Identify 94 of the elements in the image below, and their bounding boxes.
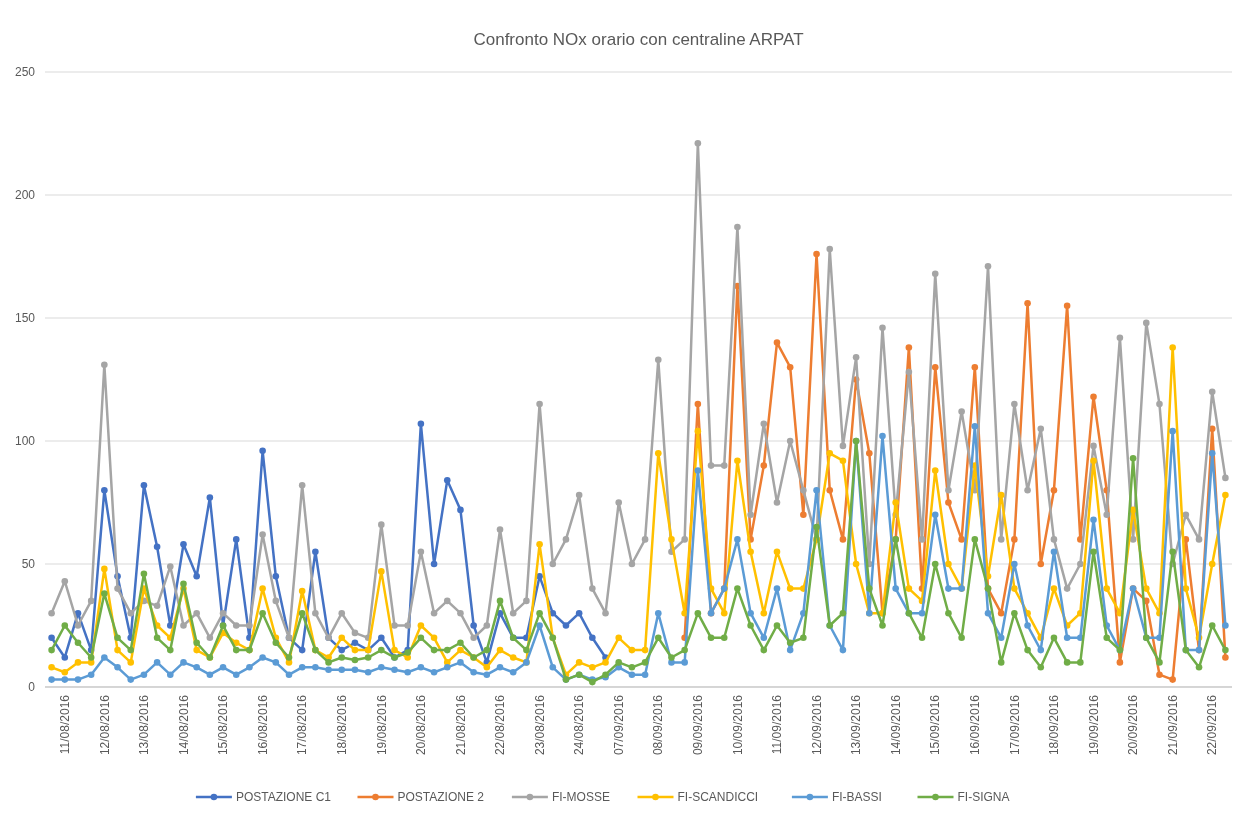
point — [1024, 299, 1031, 307]
point — [1011, 536, 1018, 543]
point — [443, 477, 451, 484]
point — [61, 654, 69, 661]
x-tick-label: 20/09/2016 — [1126, 694, 1141, 756]
x-tick-label: 19/08/2016 — [374, 694, 389, 756]
point — [1037, 560, 1045, 568]
point — [575, 609, 583, 617]
x-tick-label: 12/08/2016 — [97, 694, 112, 756]
y-tick-label: 100 — [14, 434, 36, 449]
point — [338, 646, 346, 654]
x-tick-label: 15/08/2016 — [216, 694, 231, 756]
x-tick-label: 24/08/2016 — [572, 694, 587, 756]
point — [101, 486, 108, 494]
point — [1156, 671, 1163, 678]
point — [378, 634, 385, 642]
point — [931, 363, 939, 371]
x-tick-label: 18/09/2016 — [1047, 694, 1062, 756]
point — [1063, 302, 1071, 309]
point — [589, 634, 596, 642]
point — [74, 609, 82, 617]
x-tick-label: 08/09/2016 — [651, 694, 666, 756]
point — [1222, 654, 1229, 661]
point — [760, 462, 768, 469]
point — [1169, 676, 1176, 683]
x-tick-label: 13/08/2016 — [137, 694, 152, 756]
point — [1050, 486, 1058, 494]
x-tick-label: 11/09/2016 — [770, 694, 785, 755]
x-tick-label: 12/09/2016 — [809, 694, 824, 756]
legend-label: POSTAZIONE C1 — [235, 790, 332, 805]
point — [800, 511, 807, 519]
point — [232, 536, 240, 543]
x-tick-label: 11/08/2016 — [57, 694, 72, 755]
x-tick-label: 09/09/2016 — [691, 694, 706, 756]
x-tick-label: 10/09/2016 — [730, 694, 745, 756]
x-tick-label: 17/09/2016 — [1007, 694, 1022, 756]
point — [945, 499, 952, 506]
point — [839, 536, 847, 543]
point — [312, 548, 319, 555]
x-tick-label: 07/09/2016 — [611, 694, 626, 756]
y-tick-label: 200 — [14, 188, 36, 203]
x-tick-label: 20/08/2016 — [414, 694, 429, 756]
point — [562, 622, 570, 629]
point — [786, 363, 794, 371]
y-tick-label: 0 — [28, 680, 36, 695]
x-tick-label: 17/08/2016 — [295, 694, 310, 756]
point — [272, 573, 280, 580]
x-tick-label: 23/08/2016 — [532, 694, 547, 756]
x-tick-label: 21/09/2016 — [1165, 694, 1180, 756]
y-tick-label: 250 — [14, 65, 36, 80]
x-tick-label: 16/08/2016 — [255, 694, 270, 756]
y-tick-label: 50 — [21, 557, 36, 572]
point — [536, 573, 543, 580]
point — [206, 494, 214, 501]
point — [457, 506, 464, 514]
point — [417, 420, 425, 428]
point — [971, 363, 979, 371]
point — [958, 536, 965, 543]
point — [153, 543, 161, 551]
point — [826, 486, 834, 494]
point — [193, 573, 200, 580]
x-tick-label: 14/09/2016 — [888, 694, 903, 756]
x-tick-label: 15/09/2016 — [928, 694, 943, 756]
legend-label: POSTAZIONE 2 — [397, 790, 485, 805]
point — [351, 639, 359, 647]
point — [48, 634, 55, 642]
point — [259, 447, 266, 455]
point — [430, 560, 438, 568]
legend-label: FI-SIGNA — [957, 790, 1010, 805]
legend-label: FI-BASSI — [831, 790, 882, 805]
legend-label: FI-SCANDICCI — [677, 790, 759, 805]
chart-title: Confronto NOx orario con centraline ARPAT — [473, 30, 804, 49]
point — [470, 622, 477, 629]
point — [1116, 659, 1124, 666]
x-tick-label: 18/08/2016 — [334, 694, 349, 756]
point — [866, 450, 873, 457]
x-tick-label: 22/09/2016 — [1205, 694, 1220, 756]
x-tick-label: 22/08/2016 — [493, 694, 508, 756]
point — [140, 481, 148, 489]
y-tick-label: 150 — [14, 311, 36, 326]
point — [773, 339, 781, 346]
x-tick-label: 19/09/2016 — [1086, 694, 1101, 756]
point — [905, 344, 913, 351]
x-tick-label: 16/09/2016 — [968, 694, 983, 756]
legend-label: FI-MOSSE — [551, 790, 610, 805]
point — [813, 250, 820, 258]
x-tick-label: 14/08/2016 — [176, 694, 191, 756]
point — [694, 400, 702, 408]
point — [1090, 393, 1097, 401]
point — [180, 541, 187, 548]
point — [298, 646, 306, 654]
x-tick-label: 13/09/2016 — [849, 694, 864, 756]
x-tick-label: 21/08/2016 — [453, 694, 468, 756]
point — [997, 609, 1005, 617]
